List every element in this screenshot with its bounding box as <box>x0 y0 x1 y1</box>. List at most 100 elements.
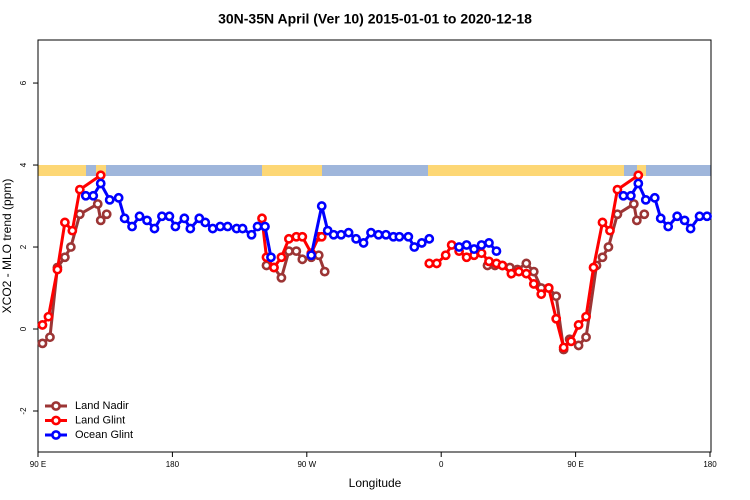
data-point <box>157 211 167 222</box>
data-point <box>316 201 327 211</box>
y-tick-label: 4 <box>19 162 28 167</box>
data-point <box>603 242 614 252</box>
data-point <box>558 342 569 353</box>
data-point <box>566 336 577 347</box>
data-point <box>573 320 584 330</box>
data-point <box>134 211 145 222</box>
data-point <box>319 266 330 277</box>
x-tick-label: 180 <box>703 460 717 469</box>
data-point <box>179 213 190 224</box>
data-point <box>588 262 599 273</box>
data-point <box>343 227 354 238</box>
data-point <box>446 240 457 250</box>
land-band <box>262 165 322 176</box>
data-point <box>95 170 106 181</box>
data-point <box>266 252 276 263</box>
data-point <box>276 272 287 283</box>
data-point <box>113 192 124 203</box>
data-point <box>316 231 327 242</box>
data-point <box>597 217 608 228</box>
data-point <box>276 252 287 263</box>
data-point <box>185 223 196 234</box>
data-point <box>394 231 405 242</box>
data-point <box>104 194 115 205</box>
x-tick-label: 0 <box>439 460 444 469</box>
data-point <box>461 240 472 250</box>
data-point <box>543 283 554 293</box>
data-point <box>222 221 233 232</box>
x-tick-label: 90 E <box>567 460 583 469</box>
data-point <box>95 215 106 226</box>
y-tick-label: 0 <box>19 326 28 331</box>
data-point <box>291 246 302 257</box>
data-point <box>92 199 103 209</box>
data-point <box>581 332 591 343</box>
data-point <box>207 223 218 234</box>
series-line <box>41 174 640 351</box>
data-point <box>440 250 451 261</box>
data-point <box>95 178 106 189</box>
x-tick-label: 180 <box>166 460 180 469</box>
data-point <box>663 221 674 232</box>
data-point <box>381 229 391 240</box>
legend-label: Ocean Glint <box>75 429 133 441</box>
data-point <box>215 221 226 232</box>
x-tick-label: 90 E <box>30 460 46 469</box>
data-point <box>328 229 339 240</box>
legend-marker <box>51 401 61 411</box>
data-point <box>358 238 369 248</box>
data-point <box>260 221 270 232</box>
data-point <box>655 213 666 224</box>
data-point <box>88 190 99 201</box>
series-line <box>85 180 708 258</box>
data-point <box>45 332 55 343</box>
data-point <box>461 252 472 263</box>
land-band <box>428 165 624 176</box>
data-point <box>605 225 615 236</box>
data-point <box>43 311 54 322</box>
data-point <box>551 313 562 324</box>
data-point <box>257 213 267 224</box>
data-point <box>633 178 644 189</box>
series <box>80 178 712 263</box>
legend-marker <box>51 430 61 440</box>
data-point <box>573 340 584 351</box>
data-point <box>37 338 48 349</box>
legend-label: Land Glint <box>75 414 125 426</box>
data-point <box>52 264 63 275</box>
legend-label: Land Nadir <box>75 400 129 412</box>
land-band <box>637 165 646 176</box>
data-point <box>628 199 639 209</box>
data-point <box>551 291 562 302</box>
data-point <box>424 233 435 244</box>
y-axis-label: XCO2 - MLO trend (ppm) <box>0 179 14 314</box>
data-point <box>297 231 308 242</box>
data-point <box>80 190 91 201</box>
data-point <box>200 217 211 228</box>
data-point <box>469 244 479 254</box>
data-point <box>521 268 532 279</box>
y-tick-label: 6 <box>19 80 28 85</box>
data-point <box>246 229 257 240</box>
data-point <box>521 258 532 269</box>
data-point <box>74 184 85 195</box>
data-point <box>618 190 629 201</box>
data-point <box>649 192 660 203</box>
data-point <box>454 242 465 252</box>
data-point <box>484 256 494 267</box>
data-point <box>536 289 547 300</box>
data-point <box>497 260 508 271</box>
data-point <box>484 238 494 248</box>
data-point <box>403 231 414 242</box>
data-point <box>297 254 308 265</box>
plot-frame <box>37 39 712 453</box>
data-point <box>528 279 539 289</box>
data-point <box>612 184 623 195</box>
ocean-band <box>38 165 711 176</box>
data-point <box>59 252 70 263</box>
data-point <box>597 252 608 263</box>
land-band <box>38 165 86 176</box>
data-point <box>67 225 78 236</box>
data-point <box>366 227 376 238</box>
data-point <box>491 246 502 257</box>
